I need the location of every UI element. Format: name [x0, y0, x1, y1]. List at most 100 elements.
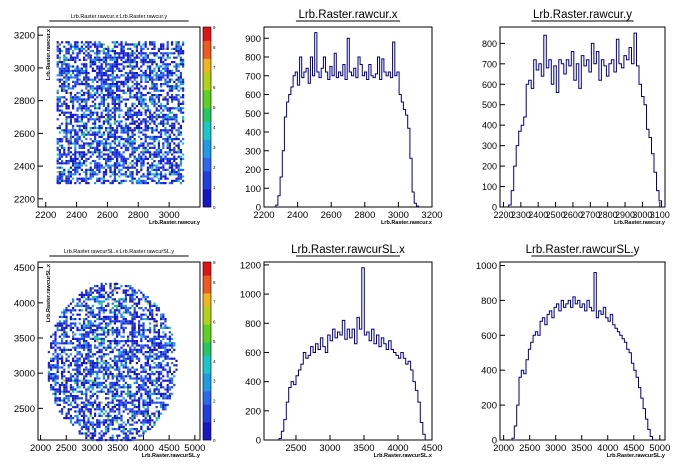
- x-tick-label-1-5: 3200: [421, 210, 442, 221]
- heatmap-cell: [149, 67, 152, 70]
- heatmap-cell: [162, 122, 165, 125]
- heatmap-cell: [162, 56, 165, 59]
- heatmap-cell: [72, 52, 75, 55]
- heatmap-cell: [124, 160, 127, 163]
- heatmap-cell: [144, 410, 147, 413]
- heatmap-cell: [120, 182, 123, 185]
- heatmap-cell: [94, 346, 97, 349]
- heatmap-cell: [94, 127, 97, 130]
- heatmap-cell: [120, 168, 123, 171]
- heatmap-cell: [144, 399, 147, 402]
- heatmap-cell: [173, 47, 176, 50]
- heatmap-cell: [102, 289, 105, 292]
- heatmap-cell: [116, 149, 119, 152]
- heatmap-cell: [56, 171, 59, 174]
- heatmap-cell: [69, 373, 72, 376]
- heatmap-cell: [61, 162, 64, 165]
- heatmap-cell: [173, 65, 176, 68]
- heatmap-cell: [124, 326, 127, 329]
- heatmap-cell: [102, 373, 105, 376]
- heatmap-cell: [171, 100, 174, 103]
- heatmap-cell: [91, 392, 94, 395]
- heatmap-cell: [162, 96, 165, 99]
- heatmap-cell: [102, 72, 105, 75]
- heatmap-cell: [65, 333, 68, 336]
- heatmap-cell: [118, 107, 121, 110]
- heatmap-cell: [162, 168, 165, 171]
- heatmap-cell: [149, 322, 152, 325]
- heatmap-cell: [109, 164, 112, 167]
- heatmap-cell: [118, 155, 121, 158]
- heatmap-cell: [135, 63, 138, 66]
- heatmap-cell: [155, 175, 158, 178]
- heatmap-cell: [107, 388, 110, 391]
- heatmap-cell: [109, 63, 112, 66]
- color-bar-segment: [203, 40, 211, 46]
- heatmap-cell: [138, 434, 141, 437]
- heatmap-cell: [89, 362, 92, 365]
- heatmap-cell: [153, 140, 156, 143]
- heatmap-cell: [67, 105, 70, 108]
- heatmap-cell: [107, 362, 110, 365]
- heatmap-cell: [109, 83, 112, 86]
- heatmap-cell: [67, 43, 70, 46]
- heatmap-cell: [87, 357, 90, 360]
- heatmap-cell: [149, 399, 152, 402]
- heatmap-cell: [102, 52, 105, 55]
- heatmap-cell: [131, 131, 134, 134]
- heatmap-cell: [100, 91, 103, 94]
- heatmap-cell: [118, 412, 121, 415]
- heatmap-cell: [151, 419, 154, 422]
- heatmap-cell: [155, 78, 158, 81]
- heatmap-cell: [76, 346, 79, 349]
- heatmap-cell: [56, 138, 59, 141]
- heatmap-cell: [61, 166, 64, 169]
- heatmap-cell: [146, 335, 149, 338]
- heatmap-cell: [153, 335, 156, 338]
- heatmap-cell: [83, 359, 86, 362]
- heatmap-cell: [133, 417, 136, 420]
- heatmap-cell: [149, 146, 152, 149]
- heatmap-cell: [113, 414, 116, 417]
- heatmap-cell: [105, 61, 108, 64]
- heatmap-cell: [98, 403, 101, 406]
- heatmap-cell: [160, 52, 163, 55]
- heatmap-cell: [116, 155, 119, 158]
- heatmap-cell: [171, 89, 174, 92]
- color-bar-segment: [203, 262, 211, 267]
- heatmap-cell: [116, 375, 119, 378]
- heatmap-cell: [109, 175, 112, 178]
- heatmap-cell: [144, 111, 147, 114]
- heatmap-cell: [91, 304, 94, 307]
- heatmap-cell: [113, 43, 116, 46]
- heatmap-cell: [153, 388, 156, 391]
- heatmap-cell: [85, 342, 88, 345]
- heatmap-cell: [160, 364, 163, 367]
- heatmap-cell: [153, 135, 156, 138]
- heatmap-cell: [173, 122, 176, 125]
- heatmap-cell: [63, 346, 66, 349]
- heatmap-cell: [127, 127, 130, 130]
- heatmap-cell: [65, 315, 68, 318]
- y-tick-label-1-1: 100: [245, 184, 261, 195]
- heatmap-cell: [80, 384, 83, 387]
- heatmap-cell: [78, 421, 81, 424]
- heatmap-cell: [111, 348, 114, 351]
- heatmap-cell: [69, 375, 72, 378]
- heatmap-cell: [91, 142, 94, 145]
- heatmap-cell: [98, 351, 101, 354]
- heatmap-cell: [107, 67, 110, 70]
- heatmap-cell: [61, 311, 64, 314]
- heatmap-cell: [129, 72, 132, 75]
- heatmap-cell: [109, 386, 112, 389]
- heatmap-cell: [149, 379, 152, 382]
- heatmap-cell: [78, 151, 81, 154]
- heatmap-cell: [72, 102, 75, 105]
- heatmap-cell: [85, 171, 88, 174]
- heatmap-cell: [56, 47, 59, 50]
- plot-frame-4: [263, 261, 433, 441]
- heatmap-cell: [80, 291, 83, 294]
- heatmap-cell: [91, 379, 94, 382]
- heatmap-cell: [140, 375, 143, 378]
